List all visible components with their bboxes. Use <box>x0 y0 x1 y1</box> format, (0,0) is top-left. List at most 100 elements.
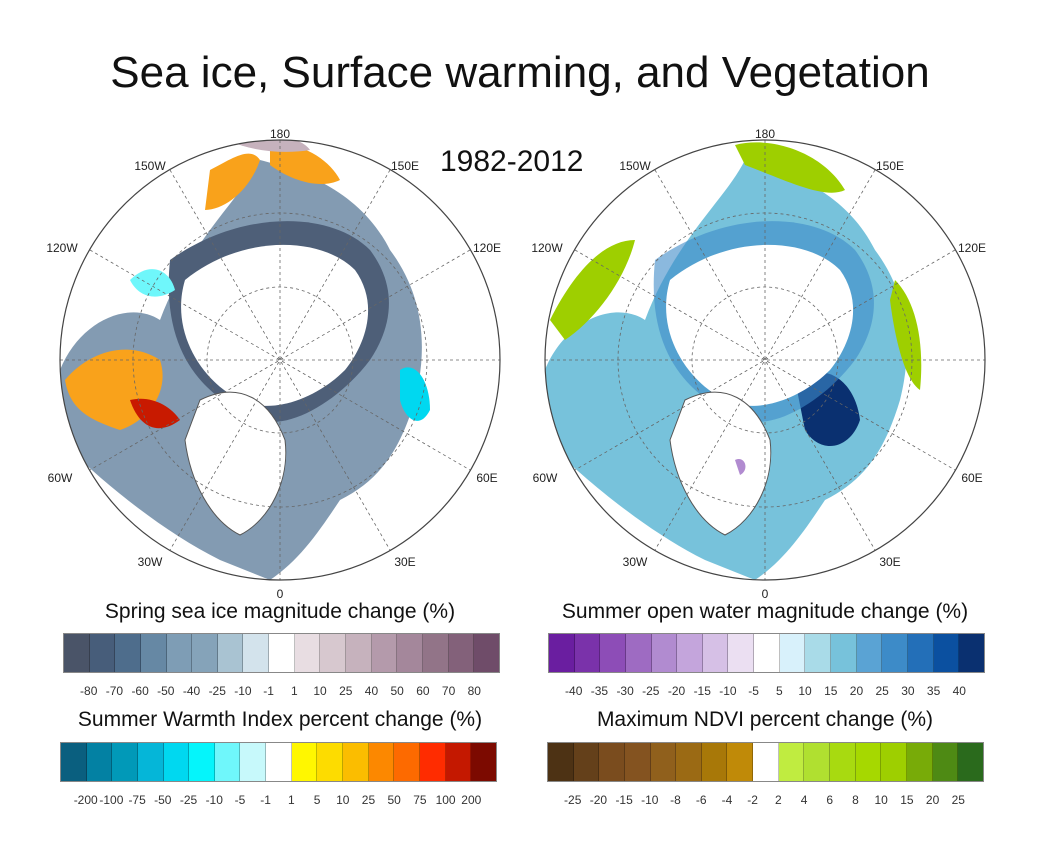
colorbar-swatch <box>701 743 728 781</box>
central-arctic-unchanged <box>181 244 369 406</box>
ndvi-change-patches <box>550 142 922 390</box>
colorbar-swatch <box>728 634 755 672</box>
colorbar-swatch <box>115 634 141 672</box>
colorbar-swatch <box>677 634 703 672</box>
colorbar-tick-label: -10 <box>234 684 252 698</box>
colorbar-swatch <box>778 743 805 781</box>
colorbar-tick-label: 200 <box>461 793 482 807</box>
lon-label-60e: 60E <box>476 471 498 485</box>
colorbar-tick-label: 10 <box>798 684 812 698</box>
colorbar-tick-label: -25 <box>208 684 226 698</box>
colorbar-tick-label: -15 <box>615 793 633 807</box>
colorbar-tick-label: 5 <box>313 793 321 807</box>
colorbar-swatch <box>831 634 857 672</box>
colorbar-swatch <box>291 743 318 781</box>
lon-label-150w: 150W <box>134 159 166 173</box>
colorbar-tick-label: 35 <box>926 684 941 698</box>
colorbar-tick-label: 1 <box>291 684 298 698</box>
colorbar-swatch <box>548 743 574 781</box>
colorbar-tick-label: -80 <box>80 684 98 698</box>
colorbar-tick-label: -1 <box>260 793 271 807</box>
colorbar-swatch <box>624 743 651 781</box>
colorbar-tick-label: 25 <box>875 684 889 698</box>
colorbar-swatch <box>959 634 984 672</box>
lon-label-30w: 30W <box>622 555 648 569</box>
colorbar-swatch <box>882 634 908 672</box>
colorbar-tick-label: 5 <box>776 684 783 698</box>
colorbar-swatch <box>779 634 806 672</box>
colorbar-tick-label: 6 <box>826 793 834 807</box>
colorbar-tick-label: 10 <box>874 793 888 807</box>
lon-label-150e: 150E <box>875 159 905 173</box>
colorbar-swatch <box>651 634 678 672</box>
greenland <box>184 391 287 536</box>
colorbar-tick-label: -2 <box>747 793 758 807</box>
lon-label-60w: 60W <box>532 471 558 485</box>
colorbar-ticks-sea-ice: -80 -70 -60 -50 -40 -25 -10 -1 1 10 25 40 50 60 70 80 <box>63 684 500 700</box>
colorbar-tick-label: 10 <box>336 793 350 807</box>
colorbar-swatch <box>346 634 372 672</box>
colorbar-tick-label: -50 <box>154 793 172 807</box>
colorbar-swatch <box>137 743 164 781</box>
colorbar-tick-label: 40 <box>952 684 966 698</box>
colorbar-swatch <box>471 743 496 781</box>
colorbar-tick-label: 30 <box>901 684 915 698</box>
colorbar-tick-label: -75 <box>128 793 146 807</box>
colorbar-swatch <box>856 634 883 672</box>
colorbar-swatch <box>830 743 856 781</box>
colorbar-swatch <box>933 634 960 672</box>
colorbar-swatch <box>599 743 625 781</box>
colorbar-tick-label: 50 <box>390 684 404 698</box>
lon-label-180: 180 <box>269 127 291 141</box>
colorbar-swatch <box>474 634 499 672</box>
colorbar-title-open-water: Summer open water magnitude change (%) <box>561 600 969 623</box>
colorbar-open-water <box>548 633 985 673</box>
colorbar-tick-label: 25 <box>361 793 376 807</box>
lon-label-60w: 60W <box>47 471 73 485</box>
colorbar-swatch <box>64 634 90 672</box>
warming-patches <box>65 144 340 431</box>
colorbar-swatch <box>294 634 321 672</box>
lon-label-150w: 150W <box>619 159 651 173</box>
colorbar-swatch <box>269 634 295 672</box>
colorbar-tick-label: -10 <box>641 793 659 807</box>
colorbar-ticks-warmth: -200 -100 -75 -50 -25 -10 -5 -1 1 5 10 25 50 75 100 200 <box>60 793 497 809</box>
graticule <box>60 140 500 580</box>
lon-label-120e: 120E <box>472 241 502 255</box>
colorbar-swatch <box>445 743 472 781</box>
colorbar-swatch <box>727 743 754 781</box>
colorbar-tick-label: -40 <box>182 684 201 698</box>
colorbar-tick-label: 25 <box>951 793 965 807</box>
colorbar-title-sea-ice: Spring sea ice magnitude change (%) <box>104 600 456 623</box>
colorbar-tick-label: -30 <box>616 684 634 698</box>
lon-label-30e: 30E <box>394 555 416 569</box>
open-water-ndvi-map <box>530 125 1000 605</box>
colorbar-swatch <box>368 743 395 781</box>
colorbar-swatch <box>163 743 190 781</box>
colorbar-ticks-ndvi: -25 -20 -15 -10 -8 -6 -4 -2 2 4 6 8 10 15 20 25 <box>547 793 984 809</box>
lon-label-180: 180 <box>754 127 776 141</box>
colorbar-swatch <box>881 743 907 781</box>
map-boundary <box>544 139 986 581</box>
lon-label-120w: 120W <box>46 241 78 255</box>
lon-label-120w: 120W <box>531 241 563 255</box>
colorbar-swatch <box>958 743 983 781</box>
colorbar-swatch <box>394 743 420 781</box>
colorbar-swatch <box>549 634 575 672</box>
colorbar-swatch <box>676 743 702 781</box>
colorbar-swatch <box>702 634 729 672</box>
colorbar-tick-label: -5 <box>748 684 759 698</box>
colorbar-swatch <box>166 634 193 672</box>
colorbar-tick-label: -70 <box>105 684 124 698</box>
colorbar-swatch <box>600 634 626 672</box>
colorbar-tick-label: 10 <box>313 684 327 698</box>
period-label: 1982-2012 <box>440 145 584 178</box>
sea-ice-warming-map <box>45 125 515 605</box>
colorbar-swatch <box>343 743 369 781</box>
colorbar-tick-label: -50 <box>157 684 175 698</box>
colorbar-swatch <box>650 743 677 781</box>
colorbar-tick-label: -60 <box>131 684 149 698</box>
colorbar-title-warmth: Summer Warmth Index percent change (%) <box>77 708 483 731</box>
colorbar-swatch <box>192 634 218 672</box>
lon-label-150e: 150E <box>390 159 420 173</box>
